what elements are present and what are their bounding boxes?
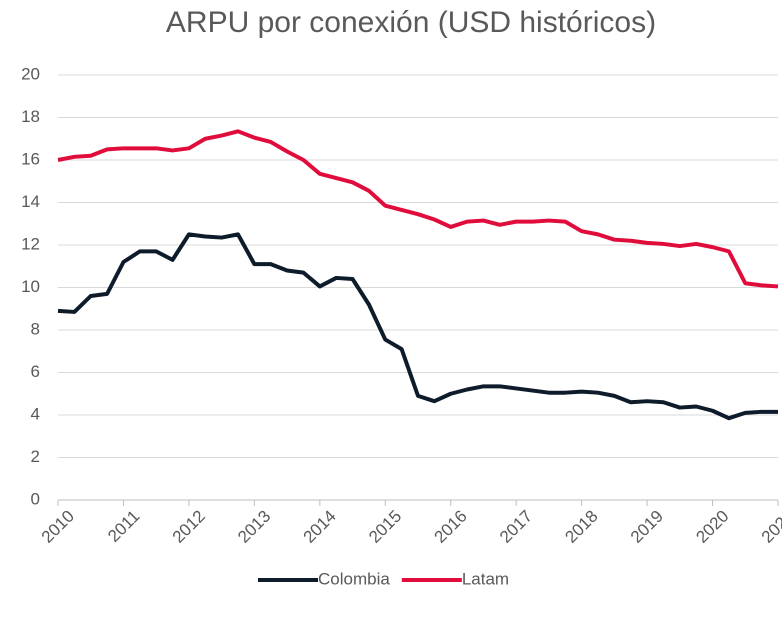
x-tick-label: 2017 — [496, 507, 536, 547]
y-tick-label: 0 — [31, 489, 40, 508]
y-tick-label: 6 — [31, 362, 40, 381]
legend-label: Latam — [462, 569, 509, 588]
x-tick-label: 2020 — [692, 507, 732, 547]
x-tick-label: 2010 — [38, 507, 78, 547]
y-tick-label: 10 — [21, 277, 40, 296]
x-tick-label: 2014 — [300, 507, 340, 547]
y-tick-label: 8 — [31, 319, 40, 338]
y-tick-label: 18 — [21, 107, 40, 126]
line-series — [57, 129, 779, 289]
x-tick-label: 2018 — [561, 507, 601, 547]
x-tick-label: 2021 — [758, 507, 782, 547]
x-tick-label: 2011 — [104, 507, 143, 546]
y-tick-label: 20 — [21, 64, 40, 83]
line-series — [57, 232, 778, 421]
legend-label: Colombia — [318, 569, 390, 588]
x-tick-label: 2016 — [431, 507, 471, 547]
y-tick-label: 12 — [21, 234, 40, 253]
chart-title: ARPU por conexión (USD históricos) — [166, 6, 656, 39]
y-tick-label: 16 — [21, 149, 40, 168]
y-tick-label: 4 — [31, 404, 40, 423]
y-tick-label: 2 — [31, 447, 40, 466]
x-tick-label: 2013 — [234, 507, 274, 547]
y-tick-label: 14 — [21, 192, 40, 211]
x-tick-label: 2012 — [169, 507, 209, 547]
x-tick-label: 2015 — [365, 507, 405, 547]
x-tick-label: 2019 — [627, 507, 667, 547]
